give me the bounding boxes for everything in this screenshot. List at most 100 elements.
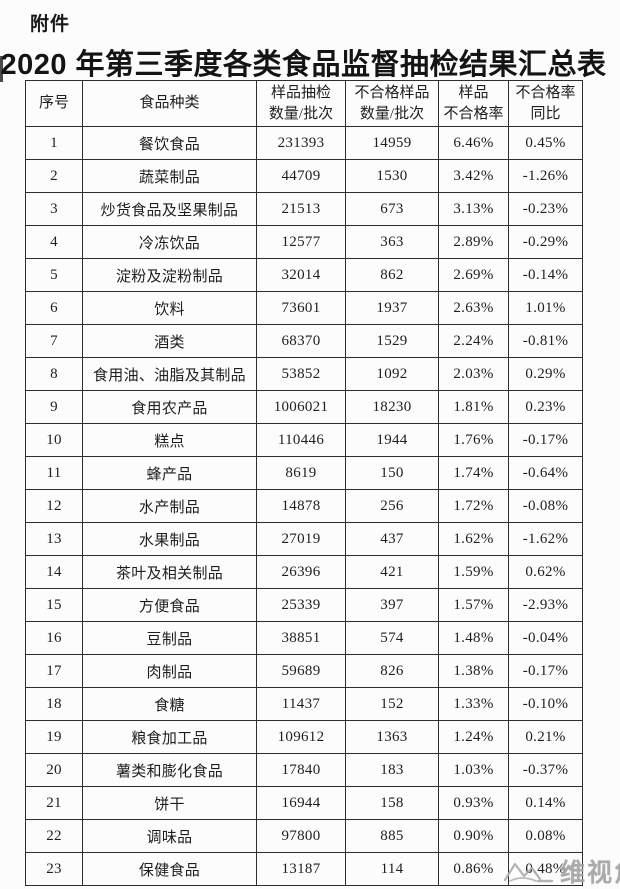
cell-serial-number: 12	[25, 489, 83, 523]
cell-serial-number: 19	[25, 720, 83, 754]
cell-rate-yoy-change: -0.64%	[508, 456, 583, 490]
cell-failed-batches: 18230	[345, 390, 439, 424]
cell-failure-rate: 1.03%	[438, 753, 509, 787]
cell-failure-rate: 0.93%	[438, 786, 509, 820]
cell-food-category: 水果制品	[82, 522, 257, 556]
cell-food-category: 薯类和膨化食品	[82, 753, 257, 787]
cell-failed-batches: 152	[345, 687, 439, 721]
cell-sampled-batches: 27019	[256, 522, 346, 556]
cell-food-category: 豆制品	[82, 621, 257, 655]
cell-rate-yoy-change: 0.21%	[508, 720, 583, 754]
cell-serial-number: 17	[25, 654, 83, 688]
cell-rate-yoy-change: -0.14%	[508, 258, 583, 292]
table-header-row: 序号 食品种类 样品抽检 数量/批次 不合格样品 数量/批次 样品 不合格率 不…	[25, 80, 583, 127]
cell-failure-rate: 1.57%	[438, 588, 509, 622]
cell-rate-yoy-change: 0.23%	[508, 390, 583, 424]
cell-sampled-batches: 17840	[256, 753, 346, 787]
table-row: 15 方便食品 25339 397 1.57% -2.93%	[25, 588, 583, 622]
table-row: 21 饼干 16944 158 0.93% 0.14%	[25, 786, 583, 820]
cell-sampled-batches: 44709	[256, 159, 346, 193]
cell-rate-yoy-change: -0.23%	[508, 192, 583, 226]
sampling-results-table: 序号 食品种类 样品抽检 数量/批次 不合格样品 数量/批次 样品 不合格率 不…	[25, 80, 583, 886]
cell-food-category: 保健食品	[82, 852, 257, 886]
cell-failure-rate: 1.48%	[438, 621, 509, 655]
cell-serial-number: 15	[25, 588, 83, 622]
table-row: 4 冷冻饮品 12577 363 2.89% -0.29%	[25, 225, 583, 259]
table-row: 22 调味品 97800 885 0.90% 0.08%	[25, 819, 583, 853]
cell-serial-number: 2	[25, 159, 83, 193]
cell-failed-batches: 437	[345, 522, 439, 556]
header-sampled-batches: 样品抽检 数量/批次	[256, 80, 346, 127]
table-row: 17 肉制品 59689 826 1.38% -0.17%	[25, 654, 583, 688]
cell-food-category: 饮料	[82, 291, 257, 325]
table-row: 18 食糖 11437 152 1.33% -0.10%	[25, 687, 583, 721]
cell-rate-yoy-change: 0.29%	[508, 357, 583, 391]
cell-sampled-batches: 26396	[256, 555, 346, 589]
cell-serial-number: 21	[25, 786, 83, 820]
cell-serial-number: 5	[25, 258, 83, 292]
cell-serial-number: 14	[25, 555, 83, 589]
cell-serial-number: 18	[25, 687, 83, 721]
cell-rate-yoy-change: -0.81%	[508, 324, 583, 358]
cell-failure-rate: 1.76%	[438, 423, 509, 457]
cell-rate-yoy-change: -0.29%	[508, 225, 583, 259]
cell-failed-batches: 14959	[345, 126, 439, 160]
cell-food-category: 餐饮食品	[82, 126, 257, 160]
cell-serial-number: 16	[25, 621, 83, 655]
cell-food-category: 糕点	[82, 423, 257, 457]
cell-rate-yoy-change: -1.26%	[508, 159, 583, 193]
cell-rate-yoy-change: -0.17%	[508, 423, 583, 457]
cell-sampled-batches: 32014	[256, 258, 346, 292]
cell-rate-yoy-change: -1.62%	[508, 522, 583, 556]
header-rate-yoy-change: 不合格率 同比	[508, 80, 583, 127]
cell-food-category: 水产制品	[82, 489, 257, 523]
cell-rate-yoy-change: 1.01%	[508, 291, 583, 325]
header-food-category: 食品种类	[82, 80, 257, 127]
cell-sampled-batches: 68370	[256, 324, 346, 358]
cell-food-category: 冷冻饮品	[82, 225, 257, 259]
cell-rate-yoy-change: 0.14%	[508, 786, 583, 820]
cell-sampled-batches: 59689	[256, 654, 346, 688]
cell-serial-number: 20	[25, 753, 83, 787]
cell-failed-batches: 421	[345, 555, 439, 589]
cell-failed-batches: 1092	[345, 357, 439, 391]
cell-food-category: 食用农产品	[82, 390, 257, 424]
cell-food-category: 炒货食品及坚果制品	[82, 192, 257, 226]
cell-serial-number: 13	[25, 522, 83, 556]
table-row: 13 水果制品 27019 437 1.62% -1.62%	[25, 522, 583, 556]
cell-serial-number: 6	[25, 291, 83, 325]
cell-sampled-batches: 109612	[256, 720, 346, 754]
cell-failed-batches: 862	[345, 258, 439, 292]
cell-failed-batches: 1530	[345, 159, 439, 193]
cell-serial-number: 3	[25, 192, 83, 226]
cell-failed-batches: 1944	[345, 423, 439, 457]
table-row: 2 蔬菜制品 44709 1530 3.42% -1.26%	[25, 159, 583, 193]
cell-food-category: 蔬菜制品	[82, 159, 257, 193]
cell-sampled-batches: 38851	[256, 621, 346, 655]
cell-sampled-batches: 12577	[256, 225, 346, 259]
cell-failure-rate: 1.59%	[438, 555, 509, 589]
cell-rate-yoy-change: -0.08%	[508, 489, 583, 523]
cell-food-category: 食用油、油脂及其制品	[82, 357, 257, 391]
cell-sampled-batches: 53852	[256, 357, 346, 391]
cell-sampled-batches: 97800	[256, 819, 346, 853]
cell-failure-rate: 1.62%	[438, 522, 509, 556]
cell-failure-rate: 1.74%	[438, 456, 509, 490]
cell-rate-yoy-change: 0.45%	[508, 126, 583, 160]
cell-sampled-batches: 8619	[256, 456, 346, 490]
cell-rate-yoy-change: -2.93%	[508, 588, 583, 622]
cell-sampled-batches: 11437	[256, 687, 346, 721]
cell-rate-yoy-change: 0.62%	[508, 555, 583, 589]
cell-failed-batches: 885	[345, 819, 439, 853]
cell-failure-rate: 1.81%	[438, 390, 509, 424]
cell-food-category: 淀粉及淀粉制品	[82, 258, 257, 292]
cell-rate-yoy-change: -0.37%	[508, 753, 583, 787]
cell-food-category: 粮食加工品	[82, 720, 257, 754]
table-row: 1 餐饮食品 231393 14959 6.46% 0.45%	[25, 126, 583, 160]
cell-failure-rate: 1.24%	[438, 720, 509, 754]
cell-failure-rate: 0.90%	[438, 819, 509, 853]
header-serial-number: 序号	[25, 80, 83, 127]
cell-sampled-batches: 21513	[256, 192, 346, 226]
cell-food-category: 调味品	[82, 819, 257, 853]
cell-failed-batches: 826	[345, 654, 439, 688]
